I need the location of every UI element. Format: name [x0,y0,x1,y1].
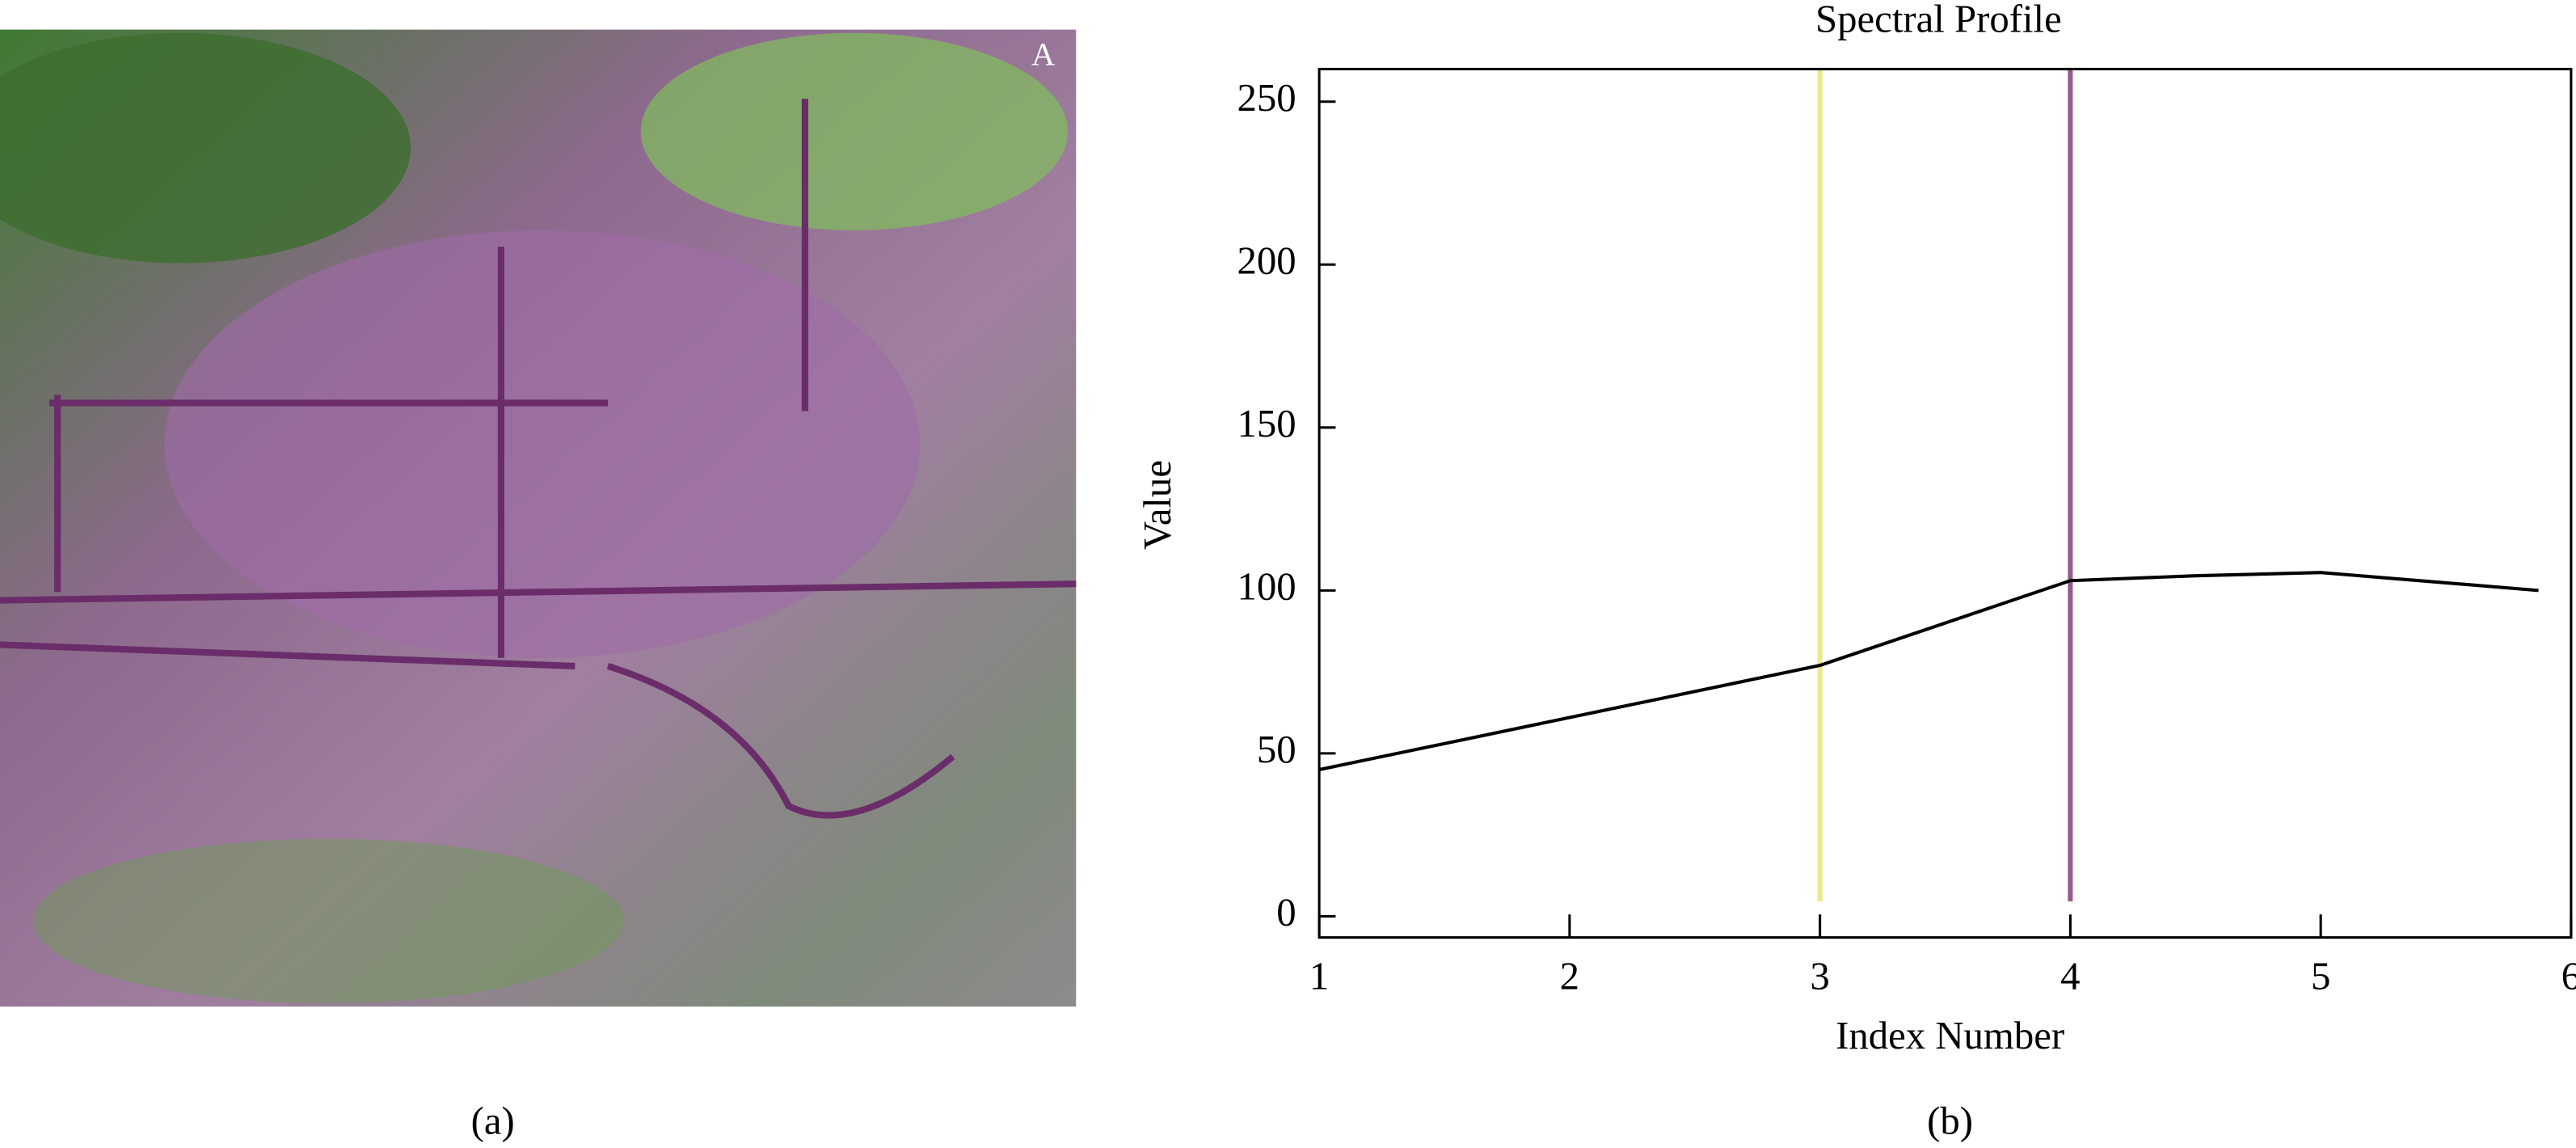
y-axis-label: Value [1136,460,1179,550]
x-tick-label: 1 [1309,955,1329,998]
data-line [1318,571,2539,772]
y-tick-label: 50 [1257,728,1296,771]
y-tick-label: 0 [1276,891,1296,935]
x-tick-label: 2 [1560,955,1579,998]
chart-title: Spectral Profile [1815,0,2062,41]
x-tick-label: 3 [1810,955,1829,998]
caption: (a) [471,1099,515,1143]
y-tick-label: 150 [1237,402,1296,445]
x-tick-label: 5 [2311,955,2330,998]
plot-frame [1318,67,2573,939]
caption: (b) [1927,1099,1973,1143]
y-tick-label: 200 [1237,238,1296,282]
x-tick-label: 6 [2561,955,2576,998]
y-tick-label: 250 [1237,76,1296,120]
y-tick-label: 100 [1237,565,1296,609]
x-tick-label: 4 [2060,955,2080,998]
satellite-image: A [0,29,1077,1007]
image-label: A [1031,36,1056,73]
x-axis-label: Index Number [1836,1014,2064,1057]
